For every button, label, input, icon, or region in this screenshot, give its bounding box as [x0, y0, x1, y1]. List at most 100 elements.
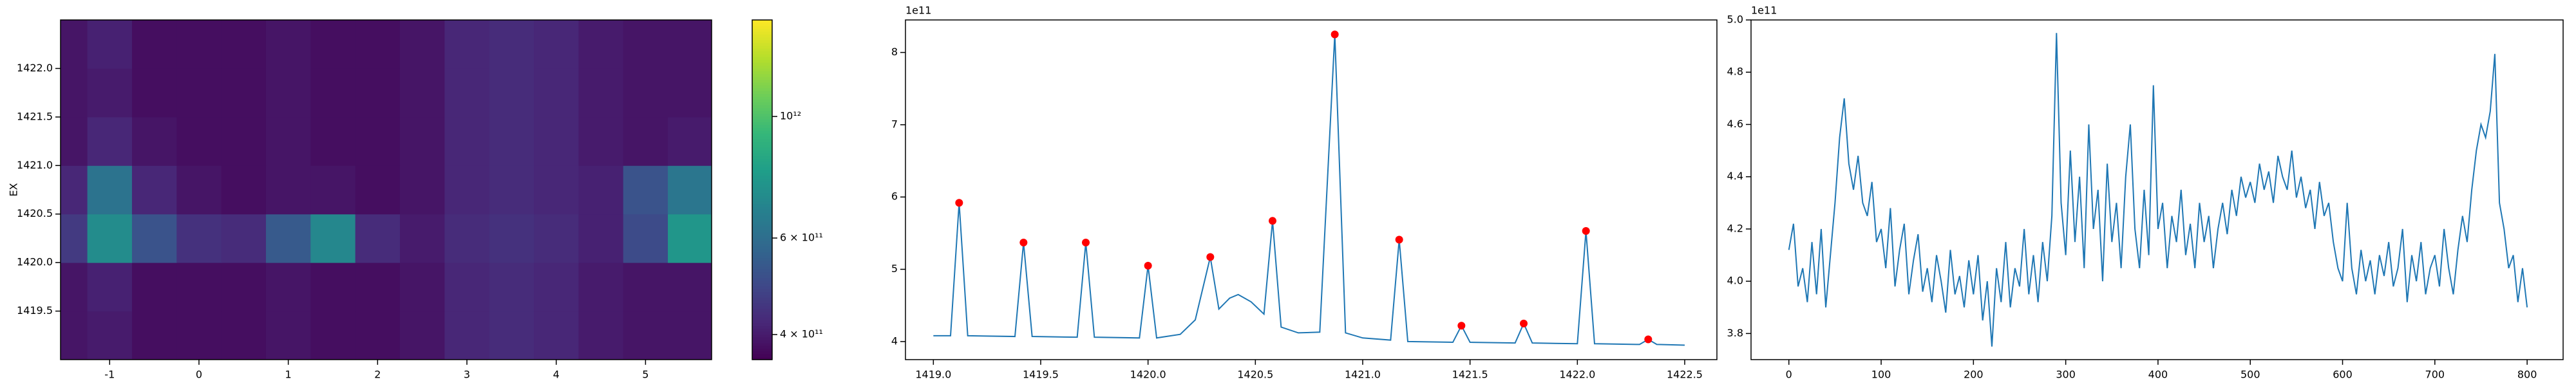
heatmap-cell: [310, 165, 356, 215]
y-tick-label: 4.0: [1727, 275, 1743, 287]
colorbar-segment: [752, 249, 772, 253]
colorbar-segment: [752, 57, 772, 60]
y-tick-label: 1421.5: [17, 110, 53, 122]
colorbar-segment: [752, 289, 772, 292]
heatmap-cell: [444, 165, 490, 215]
colorbar-segment: [752, 235, 772, 239]
colorbar-segment: [752, 271, 772, 275]
x-tick-label: 100: [1871, 369, 1891, 381]
colorbar-segment: [752, 181, 772, 185]
heatmap-cell: [176, 262, 222, 312]
y-tick-label: 1421.0: [17, 159, 53, 171]
heatmap-cell: [578, 116, 624, 166]
colorbar-segment: [752, 68, 772, 71]
peak-marker: [955, 199, 963, 207]
heatmap-cell: [176, 214, 222, 263]
heatmap-cell: [399, 165, 445, 215]
colorbar-segment: [752, 71, 772, 75]
y-tick-label: 1420.0: [17, 256, 53, 268]
peak-marker: [1395, 235, 1403, 244]
colorbar-segment: [752, 20, 772, 23]
colorbar-segment: [752, 237, 772, 241]
colorbar-segment: [752, 158, 772, 162]
colorbar-segment: [752, 85, 772, 89]
heatmap-cell: [534, 20, 579, 69]
colorbar-segment: [752, 53, 772, 57]
colorbar-segment: [752, 73, 772, 77]
heatmap-cell: [221, 262, 267, 312]
peak-marker: [1206, 253, 1215, 261]
colorbar-segment: [752, 152, 772, 156]
colorbar-segment: [752, 77, 772, 80]
heatmap-cell: [489, 116, 535, 166]
x-tick-label: 200: [1964, 369, 1984, 381]
y-tick-label: 6: [891, 190, 898, 203]
colorbar-segment: [752, 275, 772, 278]
heatmap-cell: [668, 165, 712, 215]
heatmap-cell: [534, 311, 579, 360]
colorbar-segment: [752, 31, 772, 35]
heatmap-cell: [61, 116, 88, 166]
colorbar-segment: [752, 124, 772, 128]
colorbar-segment: [752, 91, 772, 94]
colorbar-segment: [752, 223, 772, 227]
y-tick-label: 4.6: [1727, 118, 1743, 130]
offset-label: 1e11: [905, 5, 931, 17]
colorbar-segment: [752, 241, 772, 244]
heatmap-cell: [489, 68, 535, 118]
colorbar-segment: [752, 51, 772, 55]
heatmap-cell: [444, 262, 490, 312]
y-tick-label: 5: [891, 262, 898, 275]
heatmap-cell: [489, 165, 535, 215]
colorbar-segment: [752, 204, 772, 207]
heatmap-cell: [131, 68, 177, 118]
x-tick-label: 1419.0: [915, 369, 951, 381]
heatmap-cell: [176, 116, 222, 166]
y-tick-label: 5.0: [1727, 14, 1743, 26]
colorbar-tick-label: 6 × 10¹¹: [780, 232, 823, 244]
heatmap-cell: [265, 214, 311, 263]
colorbar-segment: [752, 192, 772, 196]
colorbar-segment: [752, 102, 772, 106]
colorbar-segment: [752, 37, 772, 41]
colorbar-segment: [752, 294, 772, 298]
colorbar-segment: [752, 266, 772, 270]
heatmap-cell: [623, 116, 668, 166]
heatmap-cell: [623, 311, 668, 360]
colorbar-segment: [752, 93, 772, 97]
y-tick-label: 7: [891, 118, 898, 130]
heatmap-cell: [131, 311, 177, 360]
axes-frame: [905, 19, 1718, 360]
colorbar-segment: [752, 59, 772, 63]
colorbar-segment: [752, 142, 772, 145]
x-tick-label: 1422.5: [1667, 369, 1703, 381]
colorbar-segment: [752, 82, 772, 86]
heatmap-cell: [355, 116, 401, 166]
heatmap-cell: [87, 214, 133, 263]
heatmap-cell: [668, 20, 712, 69]
x-tick-label: 400: [2148, 369, 2168, 381]
colorbar-tick-label: 10¹²: [780, 110, 801, 122]
heatmap-cell: [221, 311, 267, 360]
heatmap-cell: [265, 68, 311, 118]
axes-frame: [60, 19, 712, 360]
heatmap-cell: [399, 116, 445, 166]
heatmap-cell: [87, 116, 133, 166]
line: [933, 34, 1685, 346]
heatmap-cell: [444, 116, 490, 166]
peak-marker: [1582, 227, 1590, 235]
colorbar-segment: [752, 291, 772, 295]
heatmap-cell: [399, 311, 445, 360]
y-tick-label: 1420.5: [17, 207, 53, 219]
heatmap-cell: [61, 165, 88, 215]
heatmap-cell: [87, 20, 133, 69]
heatmap-cell: [444, 214, 490, 263]
x-tick-label: 3: [464, 369, 470, 381]
heatmap-cell: [444, 20, 490, 69]
x-tick-label: 600: [2333, 369, 2353, 381]
colorbar-segment: [752, 172, 772, 176]
heatmap-cell: [534, 165, 579, 215]
colorbar-segment: [752, 201, 772, 205]
heatmap-cell: [355, 20, 401, 69]
